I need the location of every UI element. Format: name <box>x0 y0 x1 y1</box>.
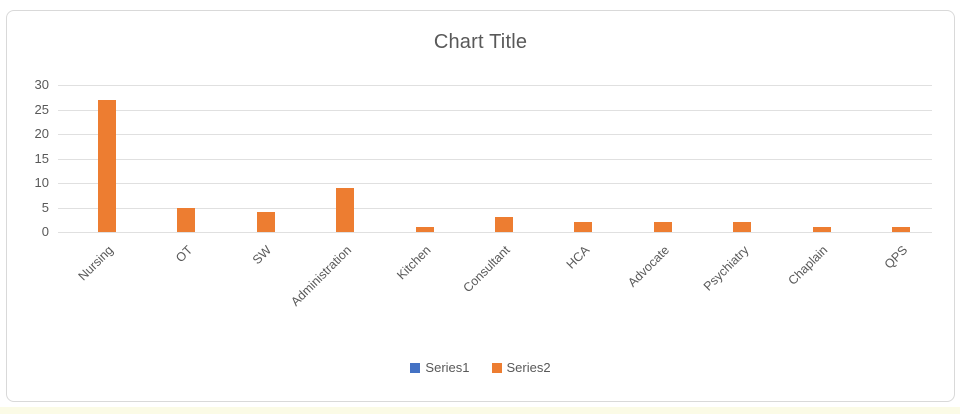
y-axis-tick-label: 25 <box>34 101 49 117</box>
y-axis-tick-label: 0 <box>41 224 49 239</box>
legend-item-series2[interactable]: Series2 <box>491 360 551 375</box>
x-axis-category-label: Kitchen <box>394 243 434 283</box>
x-axis-category-label: Advocate <box>625 243 672 290</box>
x-axis-category-label: Nursing <box>75 243 116 284</box>
y-axis-tick-label: 10 <box>34 175 49 190</box>
y-axis-tick-label: 15 <box>34 150 49 166</box>
x-axis-category-label: SW <box>250 243 275 268</box>
gridline <box>58 109 932 111</box>
legend-label: Series2 <box>506 360 551 375</box>
legend-label: Series1 <box>425 360 470 375</box>
bar-series2-nursing[interactable] <box>97 99 116 232</box>
legend-color-swatch-icon <box>491 362 502 373</box>
gridline <box>58 207 932 209</box>
gridline <box>58 183 932 184</box>
chart-title[interactable]: Chart Title <box>433 31 528 53</box>
x-axis-category-label: Administration <box>288 243 354 309</box>
x-axis-category-label: Psychiatry <box>700 243 752 294</box>
x-axis-category-label: OT <box>172 243 196 266</box>
bar-series2-administration[interactable] <box>336 187 355 232</box>
gridline <box>58 134 932 135</box>
chart-frame[interactable]: Chart Title Series1 Series2 0 5 10 15 20 25 30 N… <box>6 10 955 402</box>
bar-series2-hca[interactable] <box>574 222 593 232</box>
y-axis-tick-label: 5 <box>41 199 49 215</box>
x-axis-category-label: Consultant <box>460 243 513 296</box>
plot-area[interactable] <box>58 85 932 233</box>
gridline <box>58 158 932 160</box>
bar-series2-qps[interactable] <box>892 227 911 232</box>
bar-series2-psychiatry[interactable] <box>733 222 752 232</box>
x-axis-category-label: QPS <box>881 243 911 272</box>
legend: Series1 Series2 <box>7 360 954 375</box>
gridline <box>58 85 932 86</box>
y-axis-tick-label: 20 <box>34 126 49 141</box>
x-axis-category-label: Chaplain <box>785 243 831 288</box>
bar-series2-chaplain[interactable] <box>812 227 831 232</box>
legend-color-swatch-icon <box>410 362 421 373</box>
gridline <box>58 232 932 233</box>
worksheet-row-highlight <box>0 407 960 414</box>
legend-item-series1[interactable]: Series1 <box>410 360 470 375</box>
bar-series2-kitchen[interactable] <box>415 227 434 232</box>
bar-series2-sw[interactable] <box>256 212 275 232</box>
x-axis-category-label: HCA <box>563 243 593 272</box>
bar-series2-ot[interactable] <box>177 207 196 232</box>
bar-series2-consultant[interactable] <box>495 217 513 232</box>
bar-series2-advocate[interactable] <box>653 222 672 232</box>
y-axis-tick-label: 30 <box>34 77 49 92</box>
